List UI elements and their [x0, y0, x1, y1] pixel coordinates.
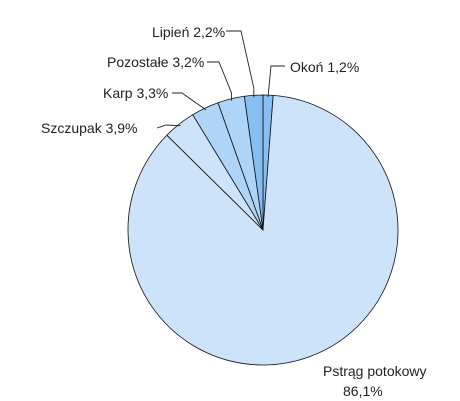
label-okon: Okoń 1,2% [290, 59, 359, 75]
leader-lines [156, 30, 285, 129]
label-pstrag-value: 86,1% [343, 383, 383, 399]
leader-szczupak [156, 124, 181, 129]
leader-okon [267, 65, 285, 98]
pie-slices [127, 94, 399, 366]
label-szczupak: Szczupak 3,9% [41, 120, 138, 136]
leader-lipien [226, 30, 255, 98]
leader-pozostale [207, 61, 232, 101]
pie-slice-pstrag-potokowy [127, 94, 399, 366]
leader-karp [172, 92, 207, 111]
label-pozostale: Pozostałe 3,2% [107, 54, 204, 70]
label-pstrag-name: Pstrąg potokowy [323, 363, 427, 379]
label-lipien: Lipień 2,2% [152, 24, 225, 40]
label-karp: Karp 3,3% [103, 85, 168, 101]
